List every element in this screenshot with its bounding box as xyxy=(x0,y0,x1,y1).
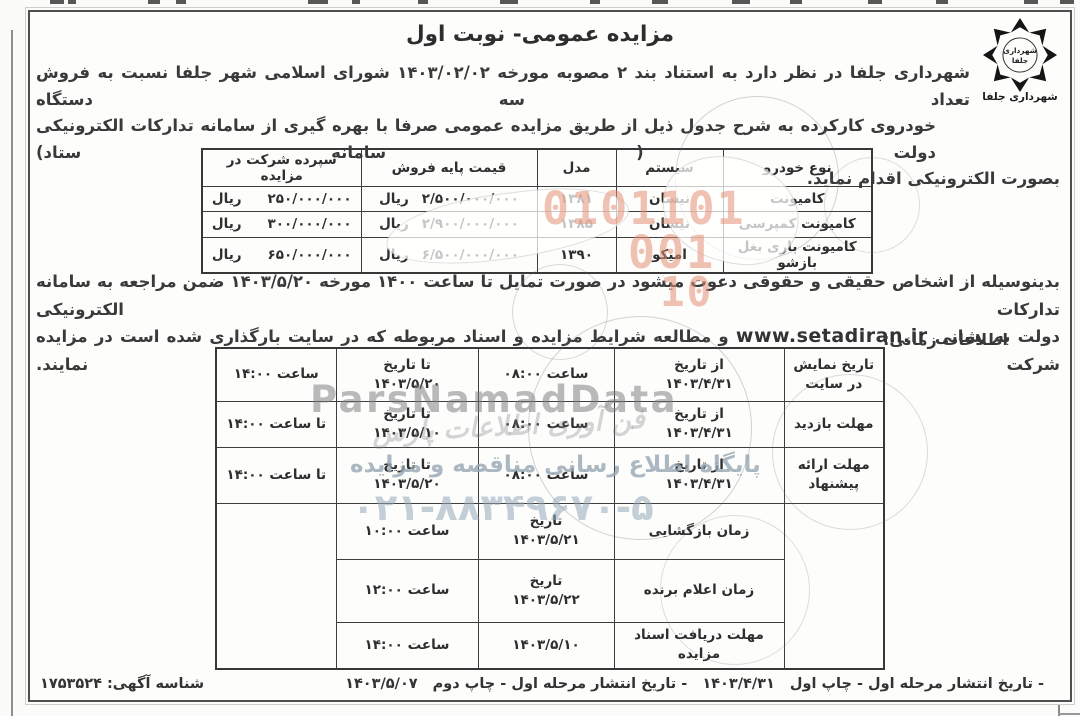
invitation-line: بدینوسیله از اشخاص حقیقی و حقوقی دعوت می… xyxy=(36,272,1060,319)
price-value: ۲/۹۰۰/۰۰۰/۰۰۰ xyxy=(421,216,519,233)
date-label: تاریخ xyxy=(529,572,563,589)
date-value: ۱۴۰۳/۵/۲۲ xyxy=(512,591,580,608)
to-label: تا تاریخ xyxy=(383,406,431,422)
vehicle-type-cell: کامیونت کمپرسی xyxy=(722,211,873,238)
model-cell: ۱۳۸۵ xyxy=(536,211,617,238)
system-cell: نیسان xyxy=(615,211,724,238)
schedule-row: تاریخ نمایش در سایت از تاریخ ۱۴۰۳/۴/۳۱ سا… xyxy=(215,347,885,402)
date-cell: تاریخ ۱۴۰۳/۵/۲۲ xyxy=(477,558,615,623)
to-time-cell: ساعت ۱۴:۰۰ xyxy=(215,347,337,402)
currency-unit: ریال xyxy=(211,246,242,263)
from-time-cell: ساعت ۰۸:۰۰ xyxy=(477,400,615,448)
municipality-logo: شهرداری جلفا شهرداری جلفا xyxy=(974,16,1066,103)
schedule-label-cell: زمان اعلام برنده xyxy=(613,558,785,623)
schedule-row: مهلت دریافت اسناد مزایده ۱۴۰۳/۵/۱۰ ساعت … xyxy=(216,621,884,670)
logo-caption: شهرداری جلفا xyxy=(982,91,1058,103)
date-value: ۱۴۰۳/۵/۲۱ xyxy=(512,532,580,548)
adjacent-column-divider xyxy=(11,30,13,716)
date-value: ۱۴۰۳/۵/۱۰ xyxy=(512,636,580,653)
base-price-cell: ۲/۹۰۰/۰۰۰/۰۰۰ ریال xyxy=(360,211,538,238)
intro-line: بصورت الکترونیکی اقدام نماید. xyxy=(806,169,1060,188)
to-date-cell: تا تاریخ ۱۴۰۳/۵/۱۰ xyxy=(335,400,479,448)
currency-unit: ریال xyxy=(211,216,242,233)
schedule-row: زمان بازگشایی تاریخ ۱۴۰۳/۵/۲۱ ساعت ۱۰:۰۰ xyxy=(215,502,885,670)
schedule-heading: اطلاعات زمانی: xyxy=(882,330,1008,349)
deposit-cell: ۳۰۰/۰۰۰/۰۰۰ ریال xyxy=(201,211,362,238)
empty-cell xyxy=(215,503,337,670)
from-label: از تاریخ xyxy=(674,356,724,373)
scan-artifact xyxy=(1058,713,1080,715)
schedule-label-cell: زمان بازگشایی xyxy=(613,502,785,560)
deposit-value: ۶۵۰/۰۰۰/۰۰۰ xyxy=(267,246,352,263)
from-label: از تاریخ xyxy=(674,457,724,473)
price-value: ۶/۵۰۰/۰۰۰/۰۰۰ xyxy=(421,246,519,263)
logo-center-text-top: شهرداری xyxy=(1003,46,1037,55)
from-time-cell: ساعت ۰۸:۰۰ xyxy=(477,446,615,504)
schedule-label-cell: مهلت دریافت اسناد مزایده xyxy=(613,621,785,670)
schedule-label-cell: تاریخ نمایش در سایت xyxy=(783,347,885,402)
to-date-cell: تا تاریخ ۱۴۰۳/۵/۲۰ xyxy=(335,446,479,504)
from-date-cell: از تاریخ ۱۴۰۳/۴/۳۱ xyxy=(613,347,785,402)
to-label: تا تاریخ xyxy=(383,356,431,373)
to-label: تا تاریخ xyxy=(383,457,431,473)
to-date: ۱۴۰۳/۵/۱۰ xyxy=(373,425,441,441)
schedule-row: زمان اعلام برنده تاریخ ۱۴۰۳/۵/۲۲ ساعت ۱۲:… xyxy=(216,558,884,623)
schedule-row: مهلت ارائه پیشنهاد از تاریخ ۱۴۰۳/۴/۳۱ ساع… xyxy=(215,446,885,504)
empty-cell xyxy=(783,503,885,670)
deposit-value: ۳۰۰/۰۰۰/۰۰۰ xyxy=(267,216,352,233)
from-label: از تاریخ xyxy=(674,406,724,422)
invitation-paragraph: بدینوسیله از اشخاص حقیقی و حقوقی دعوت می… xyxy=(36,268,1060,378)
deposit-value: ۲۵۰/۰۰۰/۰۰۰ xyxy=(267,190,352,207)
deposit-cell: ۲۵۰/۰۰۰/۰۰۰ ریال xyxy=(201,185,362,213)
stage1-date: ۱۴۰۳/۴/۳۱ xyxy=(702,676,775,692)
scan-artifact xyxy=(1058,705,1060,716)
currency-unit: ریال xyxy=(379,190,409,207)
to-date: ۱۴۰۳/۵/۲۰ xyxy=(373,375,441,392)
date-cell: ۱۴۰۳/۵/۱۰ xyxy=(477,621,615,670)
table-row: کامیونت کمپرسی نیسان ۱۳۸۵ ۲/۹۰۰/۰۰۰/۰۰۰ ر… xyxy=(201,211,873,238)
time-cell: ساعت ۱۰:۰۰ xyxy=(335,502,479,560)
publication-footer: - تاریخ انتشار مرحله اول - چاپ اول ۱۴۰۳/… xyxy=(40,676,1044,692)
from-date-cell: از تاریخ ۱۴۰۳/۴/۳۱ xyxy=(613,446,785,504)
time-cell: ساعت ۱۲:۰۰ xyxy=(335,558,479,623)
currency-unit: ریال xyxy=(211,190,242,207)
to-time-cell: تا ساعت ۱۴:۰۰ xyxy=(215,400,337,448)
date-label: تاریخ xyxy=(529,513,563,529)
logo-center-text-bottom: جلفا xyxy=(1012,56,1028,65)
notice-title: مزایده عمومی- نوبت اول xyxy=(405,22,675,47)
invitation-line: دولت به نشانی www.setadiran.ir و مطالعه … xyxy=(36,323,1060,378)
intro-line: شهرداری جلفا در نظر دارد به استناد بند ۲… xyxy=(36,63,970,109)
schedule-label-cell: مهلت بازدید xyxy=(783,400,885,448)
date-cell: تاریخ ۱۴۰۳/۵/۲۱ xyxy=(477,502,615,560)
stage2-label: - تاریخ انتشار مرحله اول - چاپ دوم xyxy=(432,676,688,692)
invitation-text: دولت به نشانی xyxy=(934,327,1061,346)
to-date-cell: تا تاریخ ۱۴۰۳/۵/۲۰ xyxy=(335,347,479,402)
currency-unit: ریال xyxy=(379,246,409,263)
from-date: ۱۴۰۳/۴/۳۱ xyxy=(665,375,733,392)
time-cell: ساعت ۱۴:۰۰ xyxy=(335,621,479,670)
schedule-row: مهلت بازدید از تاریخ ۱۴۰۳/۴/۳۱ ساعت ۰۸:۰۰… xyxy=(215,400,885,448)
from-date-cell: از تاریخ ۱۴۰۳/۴/۳۱ xyxy=(613,400,785,448)
schedule-table: تاریخ نمایش در سایت از تاریخ ۱۴۰۳/۴/۳۱ سا… xyxy=(215,347,885,670)
to-date: ۱۴۰۳/۵/۲۰ xyxy=(373,476,441,492)
intro-line: خودروی کارکرده به شرح جدول ذیل از طریق م… xyxy=(36,116,936,162)
currency-unit: ریال xyxy=(379,216,409,233)
schedule-label-cell: مهلت ارائه پیشنهاد xyxy=(783,446,885,504)
ad-id: شناسه آگهی: ۱۷۵۳۵۲۴ xyxy=(40,676,205,692)
col-header-deposit: سپرده شرکت در مزایده xyxy=(201,148,362,187)
stage2-date: ۱۴۰۳/۵/۰۷ xyxy=(345,676,418,692)
from-date: ۱۴۰۳/۴/۳۱ xyxy=(665,476,733,492)
deposit-cell: ۶۵۰/۰۰۰/۰۰۰ ریال xyxy=(201,236,362,274)
setadiran-url[interactable]: www.setadiran.ir xyxy=(735,325,928,347)
invitation-text: و مطالعه شرایط مزایده و اسناد مربوطه که … xyxy=(36,327,1060,374)
from-date: ۱۴۰۳/۴/۳۱ xyxy=(665,425,733,441)
price-value: ۲/۵۰۰/۰۰۰/۰۰۰ xyxy=(421,190,519,207)
stage1-label: - تاریخ انتشار مرحله اول - چاپ اول xyxy=(789,676,1044,692)
municipality-star-emblem: شهرداری جلفا xyxy=(982,17,1058,93)
to-time-cell: تا ساعت ۱۴:۰۰ xyxy=(215,446,337,504)
from-time-cell: ساعت ۰۸:۰۰ xyxy=(477,347,615,402)
intro-paragraph: شهرداری جلفا در نظر دارد به استناد بند ۲… xyxy=(36,60,1060,193)
